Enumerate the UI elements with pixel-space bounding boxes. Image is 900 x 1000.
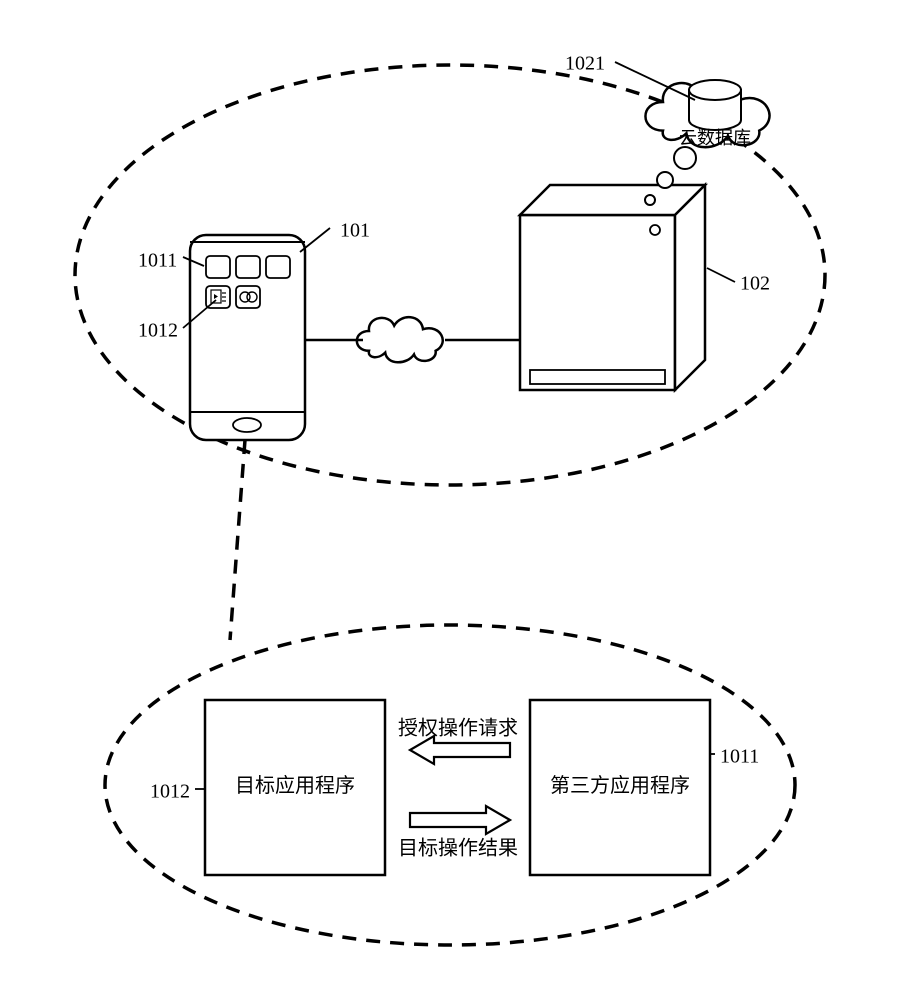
leader-line [615,62,695,100]
ref-label-1021: 1021 [565,53,605,75]
leader-line [300,228,330,252]
arrow-auth-request [410,736,510,764]
arrow-op-result-label: 目标操作结果 [398,837,518,860]
ref-label-1011: 1011 [138,250,177,272]
arrow-auth-request-label: 授权操作请求 [398,717,518,740]
network-cloud-icon [357,317,443,362]
ref-label-101: 101 [340,220,370,242]
target-app-label: 目标应用程序 [235,774,355,797]
ref-label-1012b: 1012 [150,781,190,803]
server-tower [520,185,705,390]
leader-line [707,268,735,282]
thirdparty-app-label: 第三方应用程序 [550,774,690,797]
cloud-database-label: 云数据库 [679,128,751,148]
ref-label-1012: 1012 [138,320,178,342]
bottom-detail-boundary [105,625,795,945]
arrow-op-result [410,806,510,834]
thought-bubble-dot [657,172,673,188]
ref-label-102: 102 [740,273,770,295]
phone-device [190,235,305,440]
thought-bubble-dot [645,195,655,205]
ref-label-1011b: 1011 [720,746,759,768]
ellipse-connector [230,440,245,640]
thought-bubble-dot [674,147,696,169]
cloud-database-icon [689,80,741,130]
